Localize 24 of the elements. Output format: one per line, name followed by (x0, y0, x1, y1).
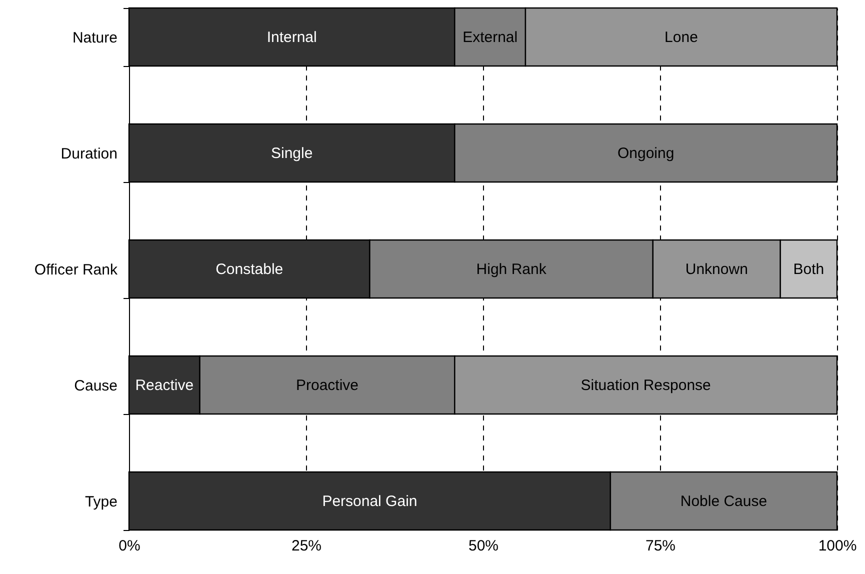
y-tick-label: Nature (72, 30, 118, 46)
data-label: Single (270, 145, 313, 162)
data-label: Lone (664, 29, 698, 46)
y-tick-label: Cause (74, 378, 118, 394)
data-label: High Rank (476, 261, 547, 278)
data-label: Proactive (296, 377, 359, 394)
y-tick-label: Officer Rank (34, 262, 118, 278)
y-tick-label: Type (84, 494, 118, 510)
data-label: External (462, 29, 518, 46)
x-tick-label: 50% (468, 538, 499, 554)
data-label: Noble Cause (680, 493, 768, 510)
x-tick-label: 0% (118, 538, 140, 554)
x-tick-label: 75% (645, 538, 676, 554)
data-label: Constable (216, 261, 284, 278)
y-tick-label: Duration (60, 146, 118, 162)
x-tick-label: 25% (291, 538, 322, 554)
data-label: Situation Response (580, 377, 711, 394)
data-label: Unknown (685, 261, 748, 278)
data-label: Both (793, 261, 824, 278)
data-label: Personal Gain (322, 493, 418, 510)
data-label: Ongoing (617, 145, 674, 162)
x-tick-label: 100% (818, 538, 857, 554)
data-label: Reactive (135, 377, 194, 394)
data-label: Internal (266, 29, 317, 46)
